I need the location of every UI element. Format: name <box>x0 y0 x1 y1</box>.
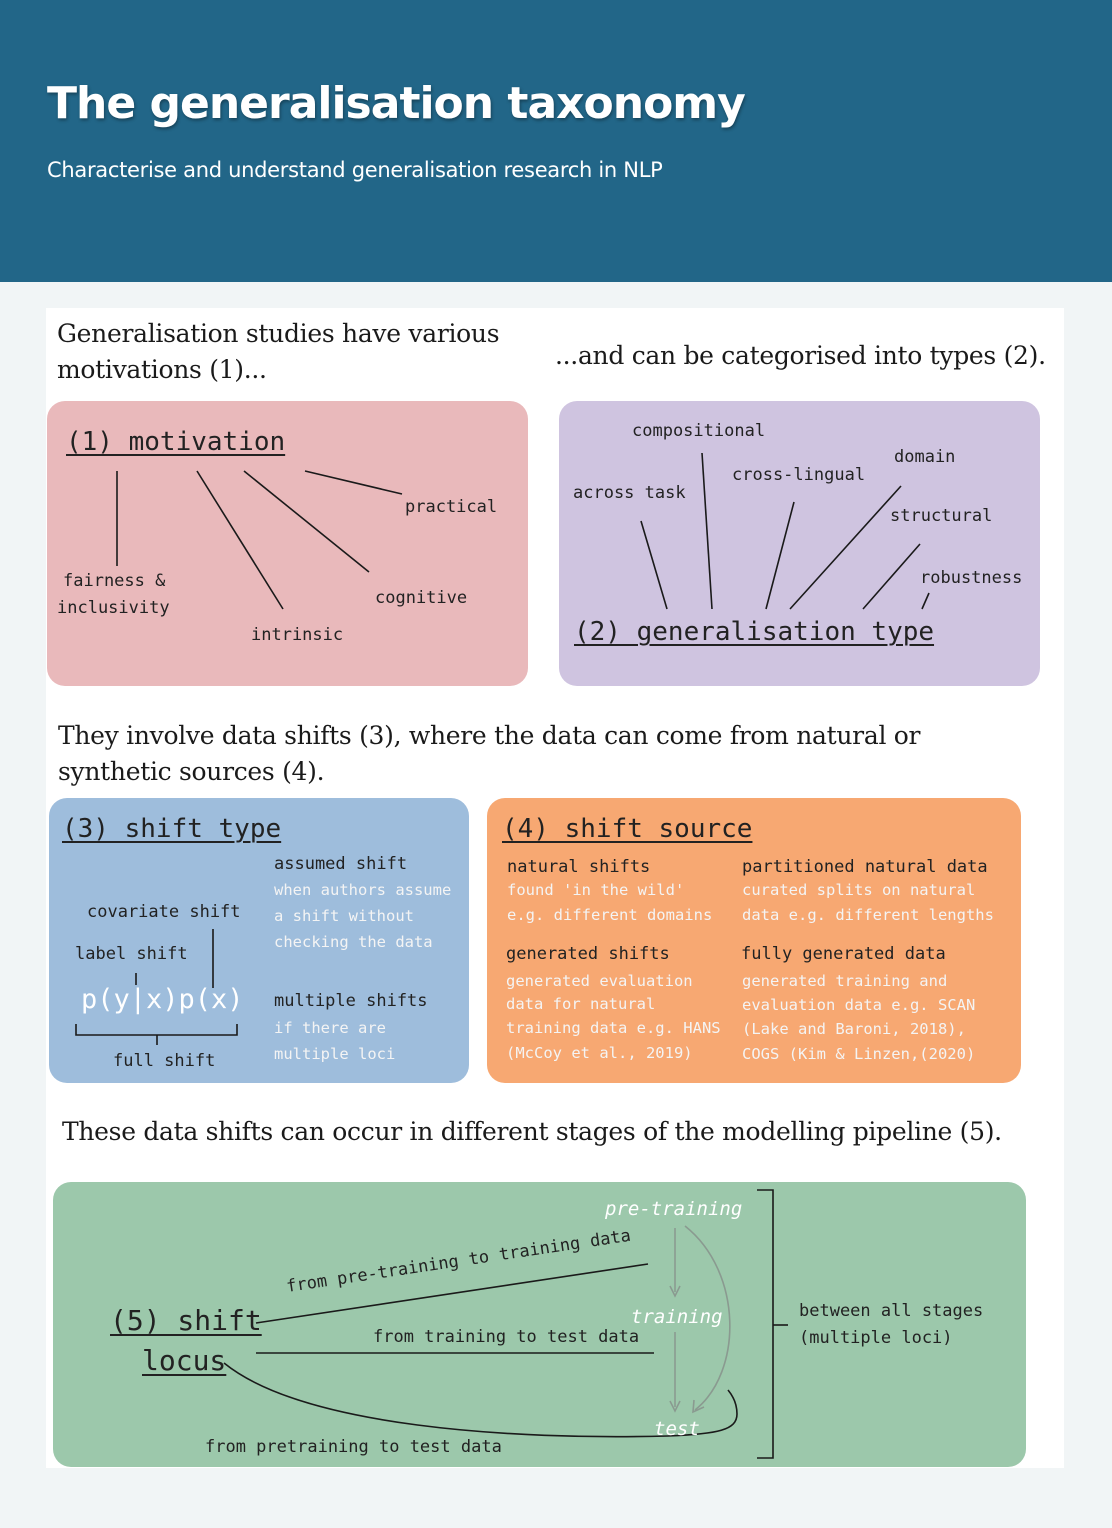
shift-type-brackets <box>75 929 238 1045</box>
shift-source-title: (4) shift source <box>502 814 753 844</box>
covariate-shift: covariate shift <box>87 902 241 922</box>
generated-shifts-desc-4: (McCoy et al., 2019) <box>506 1044 693 1062</box>
assumed-shift-title: assumed shift <box>274 854 408 874</box>
motivation-practical: practical <box>405 497 498 517</box>
motivation-fairness: fairness & <box>63 571 166 591</box>
edge-train-to-test: from training to test data <box>373 1327 640 1347</box>
partitioned-title: partitioned natural data <box>742 857 988 877</box>
assumed-shift-desc-3: checking the data <box>274 933 433 951</box>
generated-shifts-desc-1: generated evaluation <box>506 972 693 990</box>
type-title: (2) generalisation type <box>574 617 935 647</box>
intro-motivations: Generalisation studies have various moti… <box>57 319 500 384</box>
multiple-shifts-title: multiple shifts <box>274 991 428 1011</box>
intro-shifts: They involve data shifts (3), where the … <box>58 721 921 786</box>
shift-formula: p(y|x)p(x) <box>81 984 244 1015</box>
shift-type-box: (3) shift type covariate shift label shi… <box>49 798 469 1083</box>
type-connectors <box>640 452 930 610</box>
partitioned-desc-2: data e.g. different lengths <box>742 906 994 924</box>
stage-pretraining: pre-training <box>605 1198 743 1220</box>
intro-types: ...and can be categorised into types (2)… <box>555 341 1046 370</box>
type-cross-lingual: cross-lingual <box>732 465 866 485</box>
motivation-title: (1) motivation <box>66 427 286 457</box>
assumed-shift-desc-1: when authors assume <box>274 881 452 899</box>
type-domain: domain <box>894 447 956 467</box>
taxonomy-figure: Generalisation studies have various moti… <box>46 308 1064 1468</box>
type-structural: structural <box>890 506 993 526</box>
page-title: The generalisation taxonomy <box>47 78 746 129</box>
page-subtitle: Characterise and understand generalisati… <box>47 158 663 182</box>
assumed-shift-desc-2: a shift without <box>274 907 414 925</box>
partitioned-desc-1: curated splits on natural <box>742 881 976 899</box>
locus-title-line1: (5) shift <box>110 1304 262 1337</box>
generalisation-type-box: compositional across task cross-lingual … <box>559 401 1040 686</box>
edge-pre-to-test: from pretraining to test data <box>205 1437 502 1457</box>
generated-shifts-desc-2: data for natural <box>506 995 656 1013</box>
motivation-inclusivity: inclusivity <box>57 598 170 618</box>
intro-stages: These data shifts can occur in different… <box>62 1117 1002 1146</box>
hero-banner: The generalisation taxonomy Characterise… <box>0 0 1112 282</box>
shift-source-box: (4) shift source natural shifts found 'i… <box>487 798 1021 1083</box>
locus-title-line2: locus <box>142 1344 227 1377</box>
label-shift: label shift <box>75 944 188 964</box>
fully-generated-desc-1: generated training and <box>742 972 948 990</box>
stage-test: test <box>654 1418 700 1440</box>
between-stages-line2: (multiple loci) <box>799 1328 953 1348</box>
motivation-intrinsic: intrinsic <box>251 625 344 645</box>
between-stages-line1: between all stages <box>799 1301 984 1321</box>
shift-locus-box: pre-training training test from pre-trai… <box>53 1182 1026 1467</box>
fully-generated-title: fully generated data <box>741 944 946 964</box>
multiple-shifts-desc-2: multiple loci <box>274 1045 396 1063</box>
locus-connectors <box>223 1189 788 1459</box>
type-across-task: across task <box>573 483 686 503</box>
motivation-box: (1) motivation practical cognitive intri… <box>47 401 528 686</box>
full-shift: full shift <box>113 1051 216 1071</box>
type-compositional: compositional <box>632 421 766 441</box>
fully-generated-desc-3: (Lake and Baroni, 2018), <box>742 1020 966 1038</box>
natural-shifts-desc-1: found 'in the wild' <box>507 881 685 899</box>
motivation-connectors <box>116 470 403 610</box>
generated-shifts-title: generated shifts <box>506 944 670 964</box>
type-robustness: robustness <box>920 568 1023 588</box>
shift-type-title: (3) shift type <box>62 814 282 844</box>
motivation-cognitive: cognitive <box>375 588 468 608</box>
stage-training: training <box>631 1306 723 1328</box>
natural-shifts-desc-2: e.g. different domains <box>507 906 713 924</box>
natural-shifts-title: natural shifts <box>507 857 651 877</box>
fully-generated-desc-2: evaluation data e.g. SCAN <box>742 996 976 1014</box>
generated-shifts-desc-3: training data e.g. HANS <box>506 1019 721 1037</box>
fully-generated-desc-4: COGS (Kim & Linzen,(2020) <box>742 1045 976 1063</box>
multiple-shifts-desc-1: if there are <box>274 1019 386 1037</box>
